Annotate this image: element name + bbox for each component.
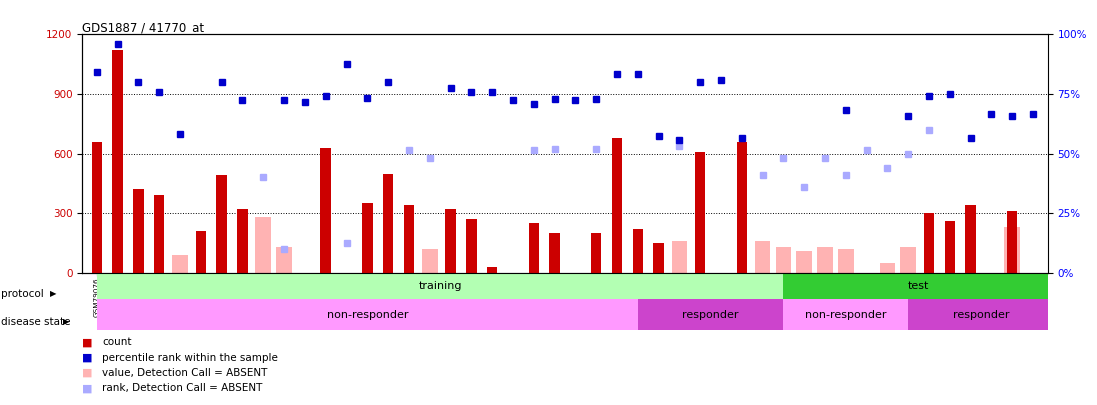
Bar [195, 231, 206, 273]
Bar [591, 233, 601, 273]
Bar [736, 142, 747, 273]
Text: responder: responder [682, 309, 739, 320]
Text: GDS1887 / 41770_at: GDS1887 / 41770_at [82, 21, 204, 34]
Bar [796, 251, 812, 273]
Bar [422, 249, 438, 273]
Bar [487, 267, 497, 273]
Text: training: training [418, 281, 462, 291]
Bar [612, 138, 622, 273]
Bar [945, 221, 955, 273]
Bar [755, 241, 770, 273]
Bar [529, 223, 539, 273]
Text: responder: responder [953, 309, 1009, 320]
Bar [97, 299, 637, 330]
Bar [924, 213, 935, 273]
Text: count: count [102, 337, 132, 347]
Bar [256, 217, 271, 273]
Bar [362, 203, 373, 273]
Bar [671, 241, 687, 273]
Bar [466, 219, 476, 273]
Bar [880, 263, 895, 273]
Bar [133, 190, 144, 273]
Text: ▶: ▶ [63, 318, 69, 326]
Bar [776, 247, 791, 273]
Bar [276, 247, 292, 273]
Bar [320, 148, 331, 273]
Bar [637, 299, 783, 330]
Bar [92, 142, 102, 273]
Bar [216, 175, 227, 273]
Text: rank, Detection Call = ABSENT: rank, Detection Call = ABSENT [102, 384, 262, 393]
Bar [445, 209, 455, 273]
Bar [172, 255, 188, 273]
Text: ■: ■ [82, 353, 93, 362]
Bar [112, 50, 123, 273]
Text: ▶: ▶ [50, 289, 57, 298]
Bar [695, 151, 705, 273]
Bar [838, 249, 853, 273]
Bar [550, 233, 559, 273]
Text: non-responder: non-responder [805, 309, 886, 320]
Text: disease state: disease state [1, 317, 70, 327]
Text: value, Detection Call = ABSENT: value, Detection Call = ABSENT [102, 368, 268, 378]
Bar [654, 243, 664, 273]
Bar [901, 247, 916, 273]
Text: ■: ■ [82, 384, 93, 393]
Text: ■: ■ [82, 368, 93, 378]
Text: percentile rank within the sample: percentile rank within the sample [102, 353, 278, 362]
Text: protocol: protocol [1, 289, 44, 298]
Bar [97, 273, 783, 299]
Bar [154, 195, 165, 273]
Bar [783, 273, 1054, 299]
Bar [1005, 227, 1020, 273]
Bar [383, 173, 394, 273]
Text: ■: ■ [82, 337, 93, 347]
Bar [237, 209, 248, 273]
Bar [965, 205, 976, 273]
Bar [633, 229, 643, 273]
Bar [404, 205, 414, 273]
Bar [1007, 211, 1018, 273]
Bar [817, 247, 833, 273]
Bar [783, 299, 908, 330]
Bar [908, 299, 1054, 330]
Text: test: test [908, 281, 929, 291]
Text: non-responder: non-responder [327, 309, 408, 320]
